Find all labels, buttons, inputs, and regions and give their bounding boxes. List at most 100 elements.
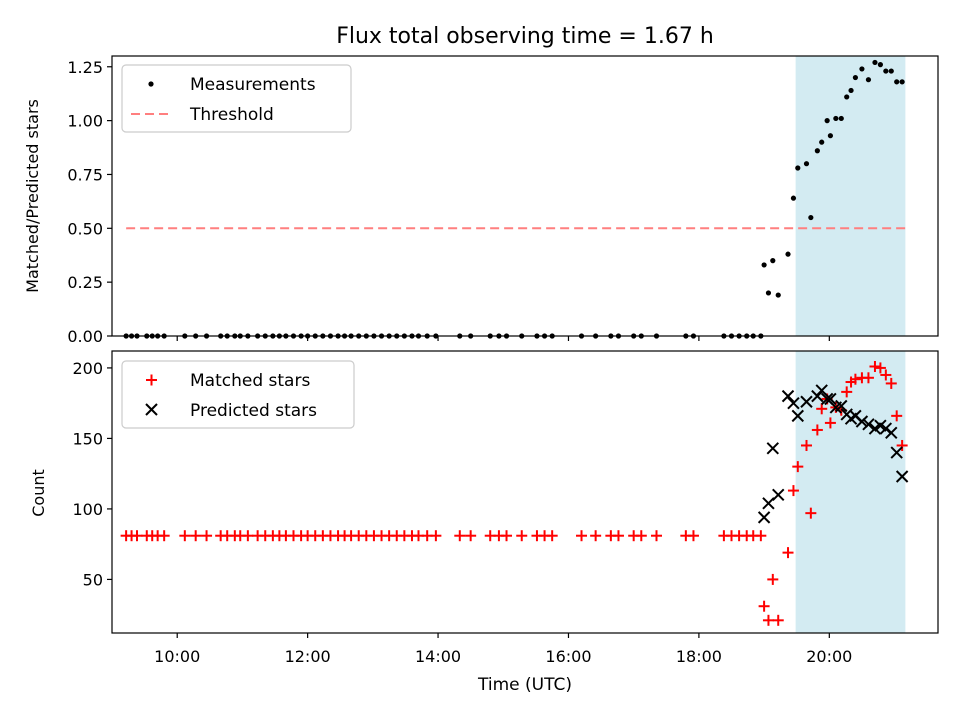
matched-star-point xyxy=(430,530,442,542)
matched-star-point xyxy=(576,530,588,542)
predicted-star-point xyxy=(835,399,848,413)
y-tick-label: 50 xyxy=(83,570,103,589)
x-tick-label: 16:00 xyxy=(545,647,591,666)
y-tick-label: 100 xyxy=(72,500,103,519)
matched-star-point xyxy=(849,373,861,385)
top-panel-marks xyxy=(123,59,905,339)
measurement-point xyxy=(833,115,839,122)
legend-matched-marker xyxy=(146,374,157,386)
bottom-legend: Matched stars Predicted stars xyxy=(121,360,355,429)
x-tick-label: 10:00 xyxy=(154,647,200,666)
matched-star-point xyxy=(891,410,903,422)
matched-star-point xyxy=(841,386,853,398)
matched-star-point xyxy=(590,530,602,542)
matched-star-point xyxy=(465,530,477,542)
legend-predicted-label: Predicted stars xyxy=(190,401,317,421)
measurement-point xyxy=(761,262,767,268)
measurement-point xyxy=(795,165,801,171)
bottom-panel: 50 100 150 200 10:00 12:00 14:00 16:00 18:00 20:… xyxy=(29,350,939,695)
matched-star-point xyxy=(546,530,558,542)
top-legend: Measurements Threshold xyxy=(121,64,352,133)
x-axis-label: Time (UTC) xyxy=(477,675,572,695)
measurement-point xyxy=(888,68,894,74)
measurement-point xyxy=(872,59,878,66)
matched-star-point xyxy=(862,372,874,384)
y-tick-label: 150 xyxy=(72,429,103,448)
y-tick-label: 0.75 xyxy=(67,165,103,184)
predicted-star-point xyxy=(757,511,771,524)
highlight-span-bottom xyxy=(795,351,906,633)
predicted-star-point xyxy=(862,418,875,431)
matched-star-point xyxy=(824,417,836,429)
x-tick-label: 20:00 xyxy=(806,647,852,666)
matched-star-point xyxy=(787,485,799,497)
bottom-y-axis-label: Count xyxy=(29,469,48,517)
measurement-point xyxy=(894,79,900,85)
matched-star-point xyxy=(179,530,191,542)
matched-star-point xyxy=(651,530,663,542)
matched-star-point xyxy=(805,507,817,519)
matched-star-point xyxy=(755,530,767,542)
matched-star-point xyxy=(880,369,892,381)
matched-star-point xyxy=(201,530,213,542)
bottom-panel-frame xyxy=(111,350,939,634)
matched-star-point xyxy=(874,362,886,374)
matched-star-point xyxy=(612,530,624,542)
top-panel: 0.00 0.25 0.50 0.75 1.00 1.25 Matched/Predict… xyxy=(23,55,939,346)
matched-star-point xyxy=(800,439,812,451)
x-tick-label: 18:00 xyxy=(676,647,722,666)
measurement-point xyxy=(848,87,854,94)
matched-star-point xyxy=(635,530,647,542)
predicted-star-point xyxy=(890,446,903,459)
matched-star-point xyxy=(762,614,774,626)
measurement-point xyxy=(877,62,883,68)
x-tick-label: 12:00 xyxy=(285,647,331,666)
predicted-star-point xyxy=(791,409,805,423)
predicted-star-point xyxy=(766,442,780,455)
bottom-x-axis: 10:00 12:00 14:00 16:00 18:00 20:00 xyxy=(154,633,852,666)
legend-measurements-marker xyxy=(148,81,154,87)
measurement-point xyxy=(824,118,830,124)
y-tick-label: 1.00 xyxy=(67,112,103,131)
legend-matched-label: Matched stars xyxy=(190,371,310,391)
predicted-star-point xyxy=(800,395,813,408)
predicted-star-point xyxy=(895,470,909,483)
measurement-point xyxy=(790,195,797,201)
matched-star-point xyxy=(501,530,513,542)
top-y-axis: 0.00 0.25 0.50 0.75 1.00 1.25 xyxy=(67,58,112,346)
matched-star-point xyxy=(687,530,699,542)
y-tick-label: 0.50 xyxy=(67,219,103,238)
legend-measurements-label: Measurements xyxy=(190,75,316,95)
matched-star-point xyxy=(792,461,804,473)
highlight-span-top xyxy=(795,56,906,336)
bottom-panel-marks xyxy=(120,361,909,626)
matched-star-point xyxy=(516,530,528,542)
predicted-star-point xyxy=(824,392,837,406)
predicted-star-point xyxy=(885,426,898,439)
matched-star-point xyxy=(758,600,770,612)
measurement-point xyxy=(865,77,872,83)
matched-star-point xyxy=(811,424,823,436)
measurement-point xyxy=(770,258,776,264)
matched-star-point xyxy=(896,439,908,451)
measurement-point xyxy=(775,292,781,298)
y-tick-label: 1.25 xyxy=(67,58,103,77)
predicted-star-point xyxy=(855,415,869,428)
predicted-star-point xyxy=(787,396,800,410)
y-tick-label: 200 xyxy=(72,359,103,378)
measurement-point xyxy=(844,94,850,100)
matched-star-point xyxy=(158,530,170,542)
top-legend-frame xyxy=(121,64,352,133)
measurement-point xyxy=(883,68,889,74)
matched-star-point xyxy=(454,530,466,542)
matched-star-point xyxy=(869,361,881,373)
measurement-point xyxy=(827,133,834,139)
measurement-point xyxy=(803,161,810,167)
matched-star-point xyxy=(782,547,794,559)
measurement-point xyxy=(819,139,825,145)
measurement-point xyxy=(808,214,814,221)
matched-star-point xyxy=(190,530,202,542)
matched-star-point xyxy=(772,614,784,626)
y-tick-label: 0.00 xyxy=(67,327,103,346)
